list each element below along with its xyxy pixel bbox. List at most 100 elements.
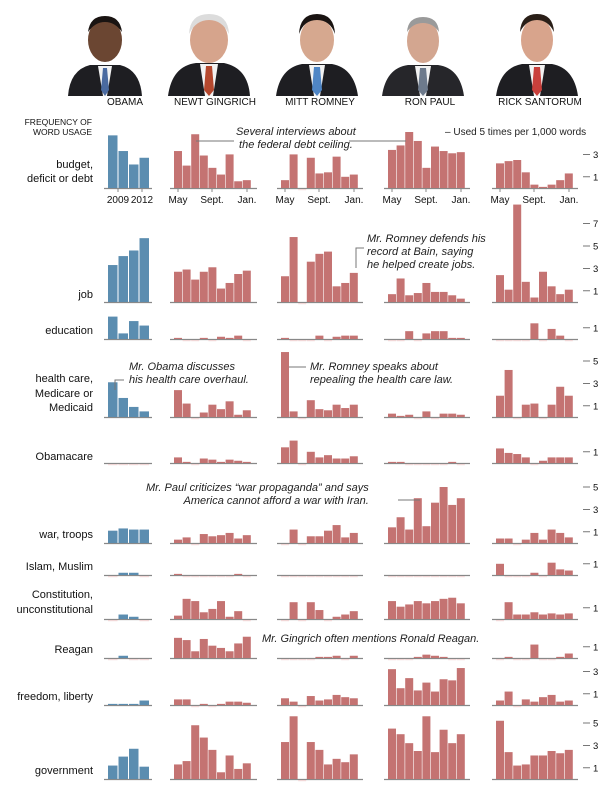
bar <box>521 457 530 463</box>
bar <box>530 612 539 619</box>
bar-empty <box>324 340 332 342</box>
bar <box>182 403 191 417</box>
bar <box>564 570 573 575</box>
bar <box>521 281 530 302</box>
bar <box>341 697 350 705</box>
bar-empty <box>564 340 573 342</box>
y-tick-label: 3 <box>593 505 598 516</box>
bar <box>431 502 439 543</box>
bar <box>139 238 149 302</box>
bar-empty <box>281 576 289 578</box>
bar <box>448 337 457 339</box>
bar-empty <box>530 464 539 466</box>
bar <box>547 286 556 302</box>
bar-empty <box>324 576 332 578</box>
bar <box>388 461 396 463</box>
bar <box>396 517 405 543</box>
candidate-name-paul: RON PAUL <box>404 97 456 108</box>
bar <box>199 337 208 339</box>
bar <box>405 414 414 417</box>
bar <box>129 250 139 302</box>
bar <box>556 386 565 417</box>
bar-empty <box>129 464 139 466</box>
bar <box>217 336 225 339</box>
bar <box>191 725 200 779</box>
bar-empty <box>108 576 118 578</box>
bar <box>108 703 118 705</box>
bar-empty <box>513 659 522 661</box>
bar <box>306 602 315 619</box>
bar <box>513 765 522 779</box>
bar-empty <box>521 340 530 342</box>
bar-empty <box>139 659 149 661</box>
bar <box>217 174 225 188</box>
bar <box>405 529 414 543</box>
bar <box>332 404 341 417</box>
bar <box>182 537 191 543</box>
bar-empty <box>396 340 405 342</box>
bar <box>118 655 128 658</box>
bar-empty <box>306 576 315 578</box>
bar <box>289 411 298 417</box>
bar <box>504 691 513 705</box>
bar <box>564 700 573 705</box>
y-tick-label: 1 <box>593 286 598 297</box>
bar <box>456 414 465 417</box>
bar <box>306 400 315 417</box>
bar-empty <box>539 576 547 578</box>
bar-empty <box>431 464 439 466</box>
bar-empty <box>496 340 504 342</box>
bar <box>556 753 565 779</box>
bar <box>315 536 324 543</box>
bar <box>349 611 358 619</box>
bar <box>396 606 405 619</box>
annotation-line: his health care overhaul. <box>129 374 249 386</box>
bar <box>234 768 243 779</box>
bar <box>118 572 128 575</box>
bar-empty <box>139 464 149 466</box>
bar-empty <box>108 620 118 622</box>
x-tick-label: May <box>276 195 295 206</box>
bar <box>556 569 565 575</box>
bar <box>118 151 128 188</box>
bar <box>234 414 243 417</box>
bar-empty <box>289 659 298 661</box>
row-label: Medicaid <box>48 402 93 414</box>
y-tick-label: 1 <box>593 401 598 412</box>
bar <box>539 186 547 188</box>
bar <box>208 459 217 463</box>
bar <box>431 331 439 339</box>
bar <box>332 525 341 543</box>
bar <box>306 157 315 188</box>
bar <box>118 614 128 619</box>
bar <box>496 720 504 779</box>
bar-empty <box>448 576 457 578</box>
candidate-name-romney: MITT ROMNEY <box>285 97 355 108</box>
bar <box>139 157 149 188</box>
bar-empty <box>547 659 556 661</box>
bar <box>289 716 298 779</box>
bar-empty <box>513 706 522 708</box>
bar <box>564 173 573 188</box>
bar-empty <box>496 659 504 661</box>
bar <box>199 412 208 417</box>
bar-empty <box>191 576 200 578</box>
bar <box>539 697 547 705</box>
frequency-label: FREQUENCY OF WORD USAGE <box>24 117 92 137</box>
bar-empty <box>431 576 439 578</box>
bar <box>547 404 556 417</box>
photo-santorum <box>492 8 582 96</box>
bar <box>530 297 539 302</box>
bar <box>349 655 358 658</box>
bar <box>547 457 556 463</box>
bar <box>530 755 539 779</box>
bar <box>108 135 118 188</box>
bar <box>139 766 149 779</box>
bar <box>456 734 465 779</box>
x-tick-label: 2009 <box>107 195 130 206</box>
bar <box>439 729 448 779</box>
annotation-line: record at Bain, saying <box>367 246 474 258</box>
bar <box>539 460 547 463</box>
bar <box>521 699 530 705</box>
bar <box>199 271 208 302</box>
